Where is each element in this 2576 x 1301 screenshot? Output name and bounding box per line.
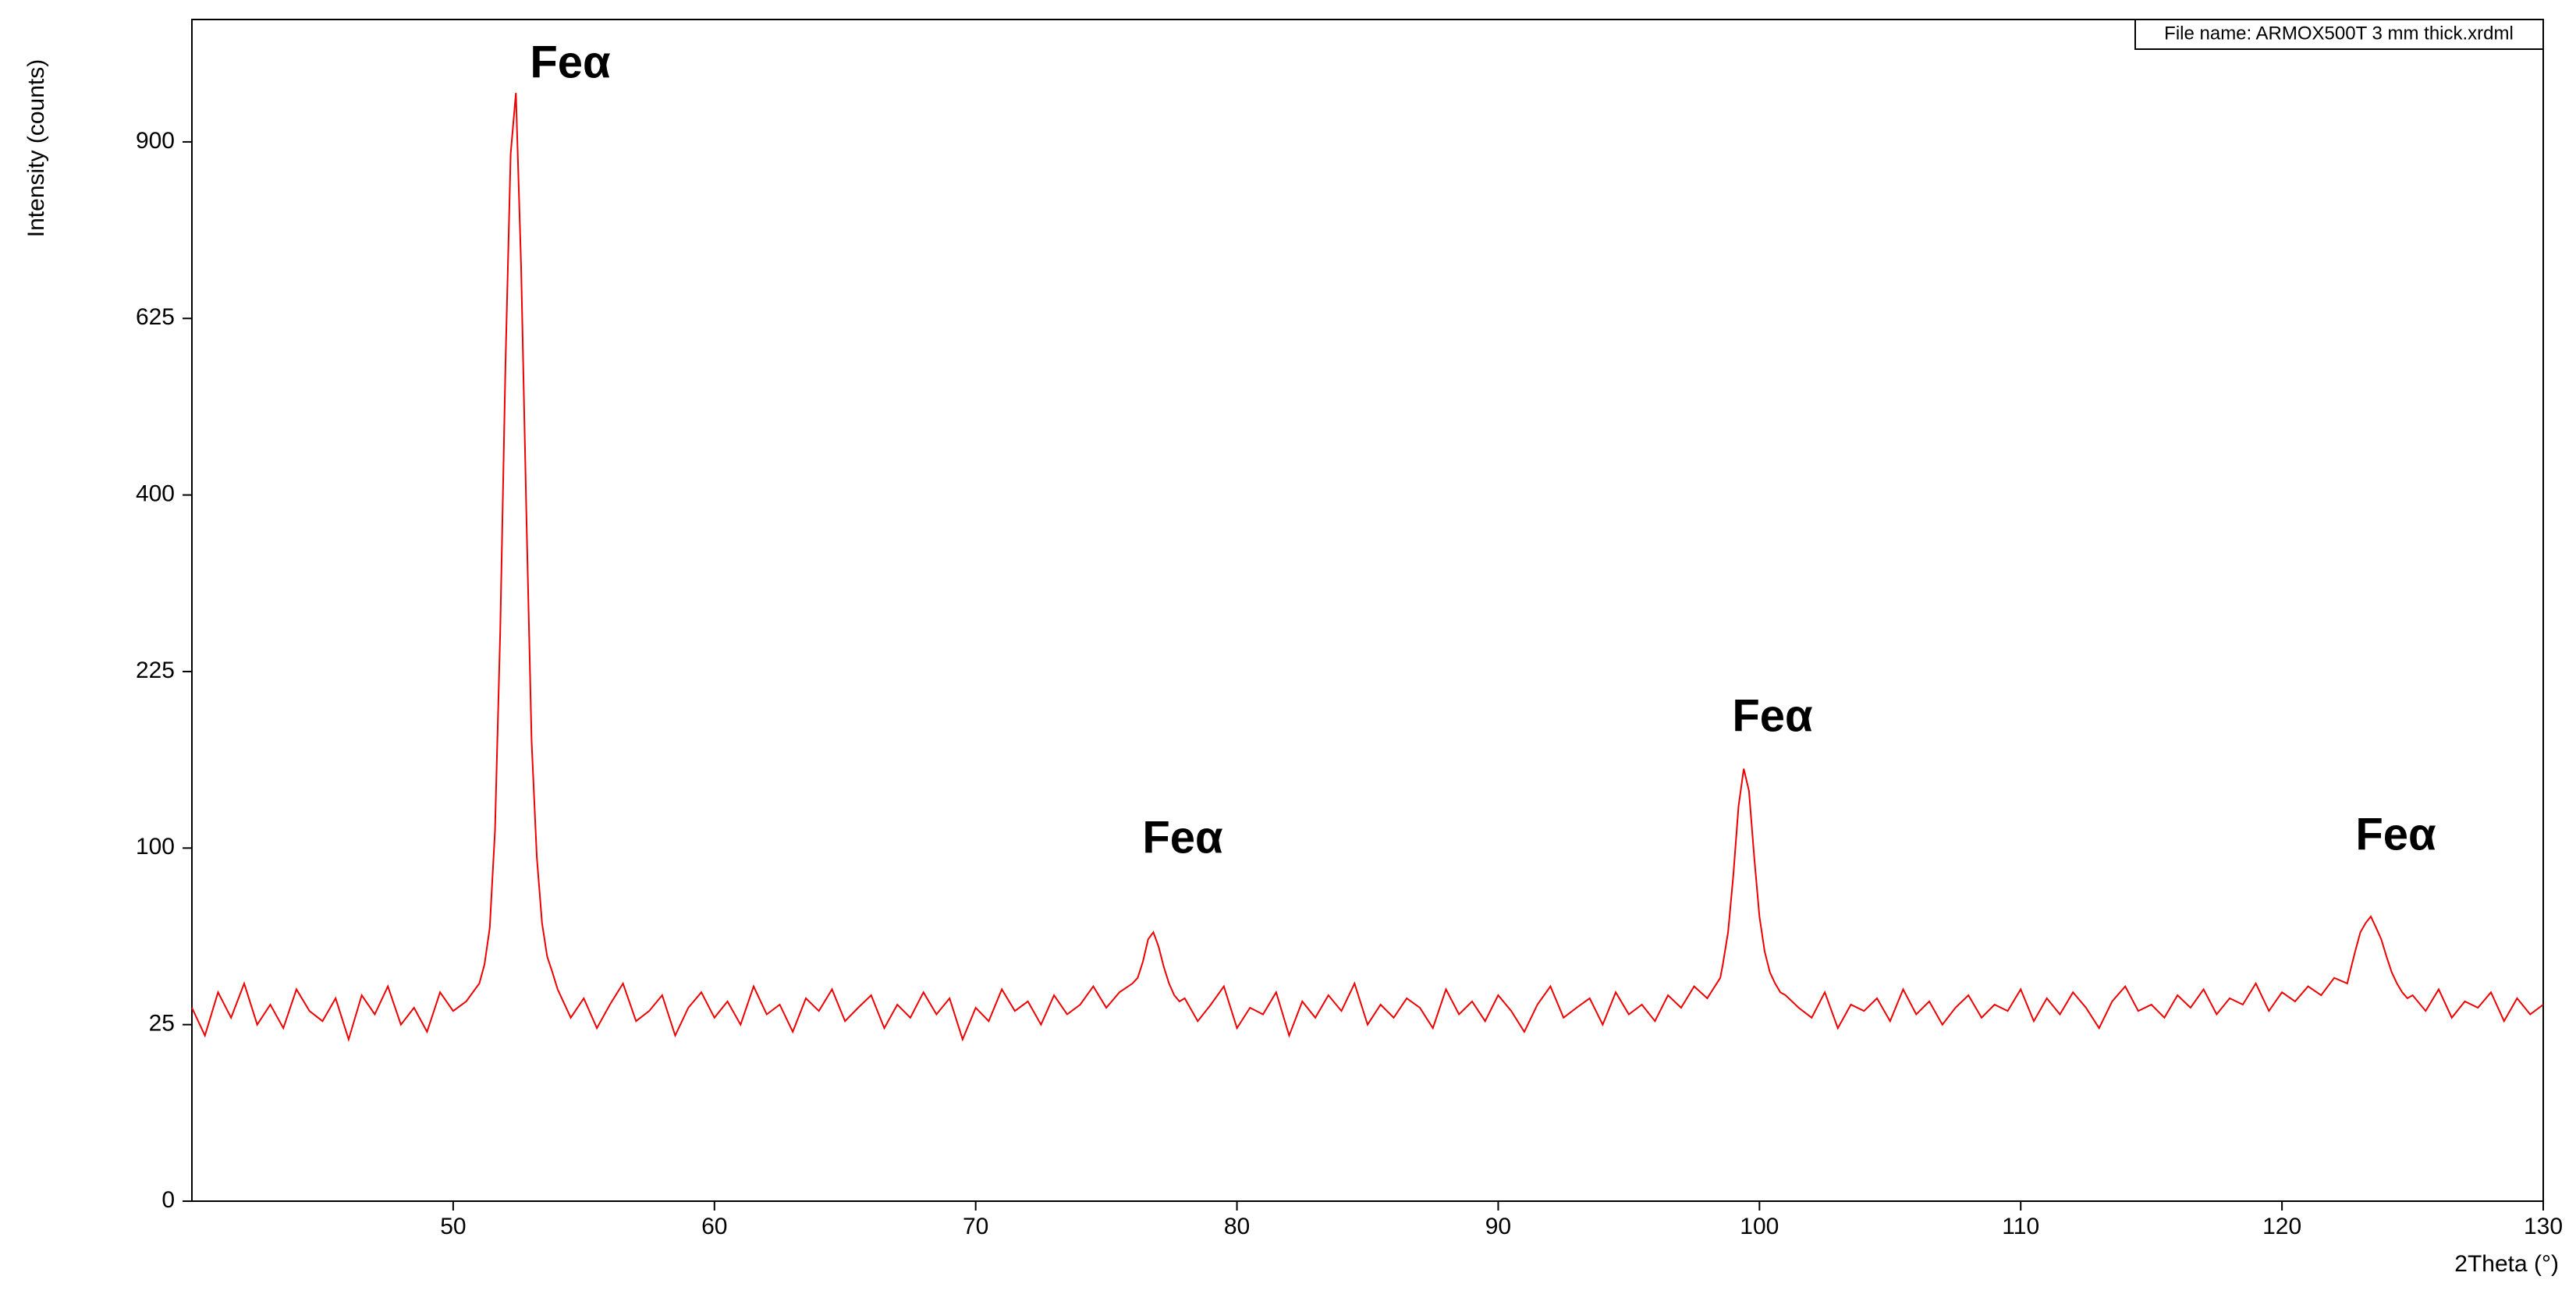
peak-annotation: Feα xyxy=(530,37,611,87)
y-tick-label: 625 xyxy=(136,304,175,330)
x-tick-label: 90 xyxy=(1485,1214,1511,1239)
x-tick-label: 50 xyxy=(440,1214,466,1239)
file-note: File name: ARMOX500T 3 mm thick.xrdml xyxy=(2164,23,2514,44)
y-tick-label: 0 xyxy=(161,1187,175,1213)
y-tick-label: 25 xyxy=(149,1011,175,1037)
x-tick-label: 130 xyxy=(2524,1214,2563,1239)
y-tick-label: 100 xyxy=(136,834,175,860)
x-tick-label: 100 xyxy=(1740,1214,1779,1239)
data-line xyxy=(191,93,2544,1043)
peak-annotation: Feα xyxy=(2355,809,2436,860)
x-tick-label: 80 xyxy=(1224,1214,1250,1239)
x-tick-label: 60 xyxy=(701,1214,727,1239)
peak-annotation: Feα xyxy=(1142,812,1223,863)
x-axis-title: 2Theta (°) xyxy=(2454,1251,2559,1277)
x-tick-label: 110 xyxy=(2002,1214,2039,1239)
y-tick-label: 225 xyxy=(136,658,175,683)
x-tick-label: 120 xyxy=(2262,1214,2301,1239)
file-note-box xyxy=(2134,19,2544,50)
y-tick-label: 400 xyxy=(136,481,175,507)
plot-frame xyxy=(191,19,2544,1202)
x-tick-label: 70 xyxy=(963,1214,988,1239)
peak-annotation: Feα xyxy=(1732,690,1813,741)
y-tick-label: 900 xyxy=(136,128,175,154)
y-axis-title: Intensity (counts) xyxy=(23,59,49,237)
